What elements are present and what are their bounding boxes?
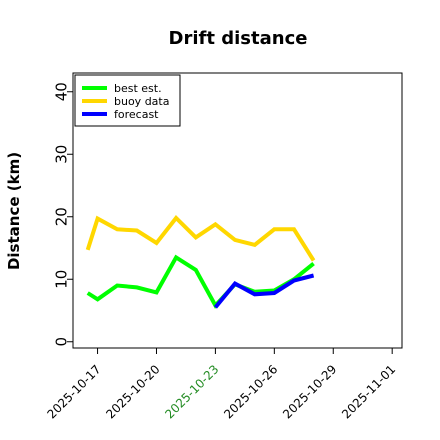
series-line-buoy-data	[85, 215, 316, 262]
series-layer	[85, 215, 316, 309]
chart-title: Drift distance	[169, 28, 308, 49]
y-axis-label: Distance (km)	[5, 152, 23, 270]
x-tick-label: 2025-10-23	[162, 362, 221, 421]
legend-label: buoy data	[114, 95, 169, 108]
y-tick-label: 0	[52, 337, 70, 347]
y-tick-label: 30	[52, 145, 70, 164]
legend-label: best est.	[114, 82, 162, 95]
x-tick-label: 2025-10-29	[280, 362, 339, 421]
y-tick-label: 10	[52, 270, 70, 289]
legend-label: forecast	[114, 108, 159, 121]
y-tick-label: 40	[52, 82, 70, 101]
x-tick-label: 2025-10-17	[44, 362, 103, 421]
series-line-forecast	[213, 273, 315, 309]
series-line-best-est-	[86, 254, 315, 309]
x-tick-label: 2025-10-26	[221, 362, 280, 421]
x-tick-label: 2025-10-20	[103, 362, 162, 421]
x-tick-label: 2025-11-01	[339, 362, 398, 421]
y-tick-label: 20	[52, 207, 70, 226]
